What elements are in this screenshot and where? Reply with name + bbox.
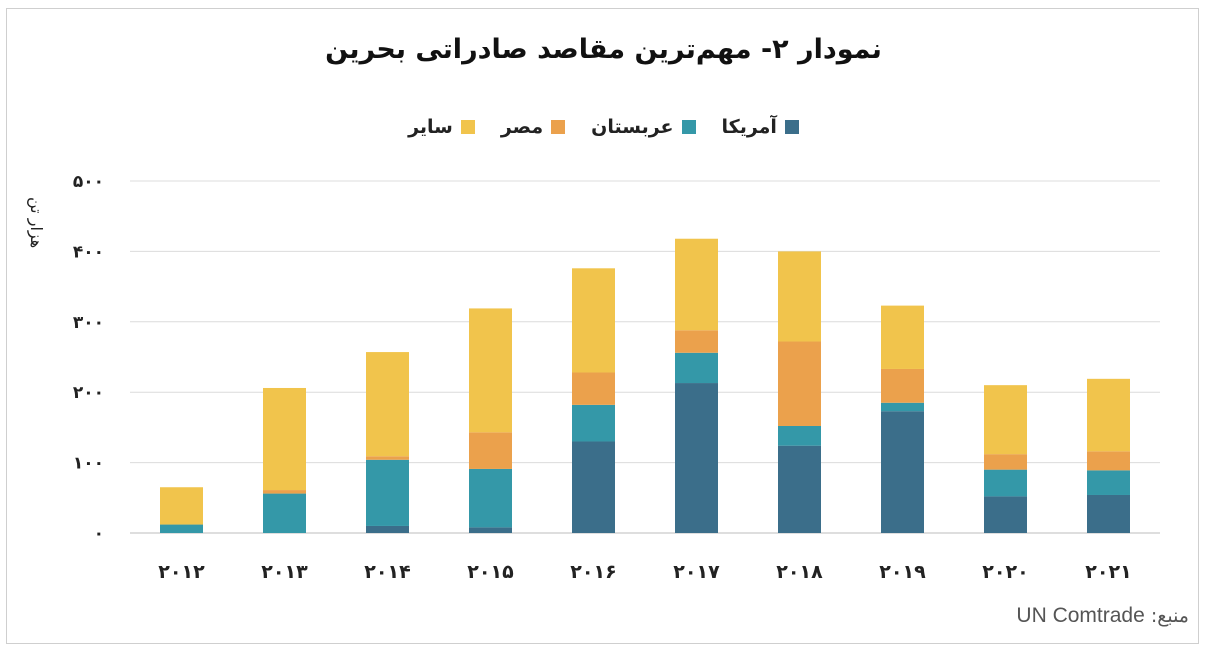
bar-segment [366, 352, 409, 457]
bar-segment [881, 411, 924, 533]
legend-label-saudi: عربستان [591, 116, 674, 138]
bar-segment [469, 432, 512, 469]
bar-segment [1087, 451, 1130, 471]
y-tick-label: ۴۰۰ [73, 242, 104, 262]
bar-segment [675, 330, 718, 353]
bar-segment [1087, 494, 1130, 533]
bar-segment [366, 456, 409, 460]
bar-segment [881, 305, 924, 369]
legend-label-other: سایر [408, 116, 453, 138]
legend-item-usa: آمریکا [722, 116, 799, 138]
bar-segment [675, 352, 718, 384]
source-value: UN Comtrade [1016, 604, 1145, 627]
bar-segment [984, 454, 1027, 470]
bar-segment [572, 441, 615, 533]
bar-segment [1087, 470, 1130, 495]
legend-item-other: سایر [408, 116, 475, 138]
x-tick-label: ۲۰۱۹ [879, 561, 926, 583]
bar-segment [263, 490, 306, 494]
legend: آمریکا عربستان مصر سایر [0, 116, 1207, 138]
bar-segment [263, 493, 306, 533]
x-tick-label: ۲۰۱۳ [261, 561, 308, 583]
bar-segment [366, 459, 409, 526]
bar-segment [160, 524, 203, 533]
x-tick-label: ۲۰۱۸ [776, 561, 823, 583]
bar-segment [572, 372, 615, 405]
bar-segment [366, 525, 409, 533]
bar-segment [778, 251, 821, 342]
bar-segment [263, 387, 306, 491]
legend-item-saudi: عربستان [591, 116, 696, 138]
chart-title: نمودار ۲- مهم‌ترین مقاصد صادراتی بحرین [325, 34, 882, 65]
bar-segment [572, 404, 615, 442]
bar-segment [469, 308, 512, 433]
source-note: منبع: UN Comtrade [1016, 604, 1189, 628]
bar-segment [675, 238, 718, 331]
y-tick-label: ۰ [94, 524, 104, 544]
y-tick-label: ۳۰۰ [73, 313, 104, 333]
legend-swatch-saudi [681, 120, 696, 134]
y-tick-label: ۵۰۰ [73, 172, 104, 192]
x-tick-label: ۲۰۱۶ [570, 561, 616, 583]
legend-swatch-usa [784, 120, 799, 134]
legend-label-egypt: مصر [500, 116, 544, 138]
x-tick-label: ۲۰۲۱ [1085, 561, 1131, 583]
x-tick-label: ۲۰۱۴ [364, 561, 410, 583]
bar-segment [572, 268, 615, 373]
legend-item-egypt: مصر [500, 116, 566, 138]
x-tick-label: ۲۰۲۰ [982, 561, 1028, 583]
y-tick-label: ۱۰۰ [73, 454, 104, 474]
legend-label-usa: آمریکا [721, 116, 777, 138]
bar-segment [984, 496, 1027, 533]
bar-segment [1087, 378, 1130, 452]
bar-segment [675, 383, 718, 533]
y-tick-label: ۲۰۰ [73, 383, 104, 403]
x-tick-label: ۲۰۱۷ [673, 561, 720, 583]
legend-swatch-other [460, 120, 475, 134]
bar-segment [984, 469, 1027, 497]
bar-segment [778, 445, 821, 533]
bar-segment [881, 368, 924, 403]
bar-segment [881, 402, 924, 412]
bar-segment [469, 527, 512, 533]
x-tick-label: ۲۰۱۲ [158, 561, 205, 583]
y-axis-label: هزار تن [27, 197, 46, 249]
bar-segment [778, 425, 821, 446]
chart-frame [6, 8, 1199, 644]
legend-swatch-egypt [551, 120, 566, 134]
bar-segment [160, 487, 203, 525]
bar-segment [984, 385, 1027, 455]
x-tick-label: ۲۰۱۵ [467, 561, 514, 583]
bar-segment [469, 468, 512, 528]
source-label: منبع: [1150, 605, 1189, 627]
bar-segment [778, 341, 821, 426]
